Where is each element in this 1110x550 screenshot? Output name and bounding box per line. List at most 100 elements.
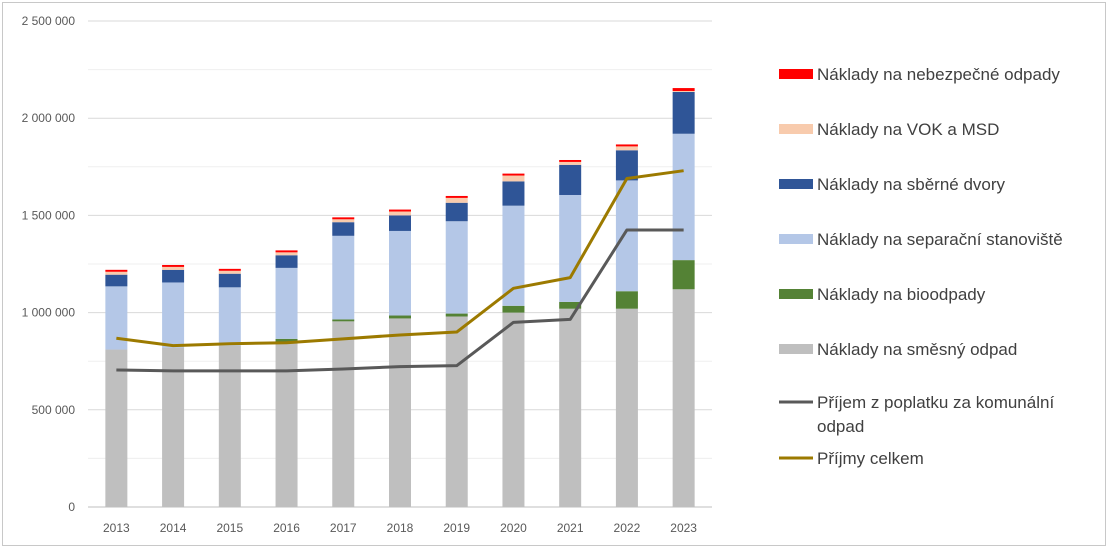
bars-layer <box>105 88 695 507</box>
x-tick-label: 2020 <box>500 521 527 535</box>
bar-segment <box>218 268 241 271</box>
y-tick-label: 0 <box>68 500 75 514</box>
legend-label: Náklady na sběrné dvory <box>817 175 1006 194</box>
bar-segment <box>672 91 695 134</box>
bar-segment <box>445 221 468 314</box>
bar-segment <box>275 341 298 507</box>
bar-segment <box>275 250 298 253</box>
y-tick-label: 500 000 <box>32 403 76 417</box>
bar-segment <box>332 321 355 507</box>
bar-segment <box>559 159 582 162</box>
x-tick-label: 2017 <box>330 521 357 535</box>
legend-label: Náklady na směsný odpad <box>817 340 1017 359</box>
bar-segment <box>162 282 185 348</box>
legend-label: Náklady na separační stanoviště <box>817 230 1063 249</box>
x-tick-label: 2019 <box>443 521 470 535</box>
bar-segment <box>445 197 468 203</box>
bar-segment <box>672 90 695 92</box>
x-tick-label: 2015 <box>216 521 243 535</box>
bar-segment <box>502 312 525 507</box>
bar-segment <box>332 217 355 220</box>
lines-layer <box>116 169 684 373</box>
bar-segment <box>162 269 185 283</box>
x-tick-label: 2016 <box>273 521 300 535</box>
series-line <box>116 169 684 348</box>
bar-segment <box>218 345 241 507</box>
legend-label: Příjem z poplatku za komunální <box>817 393 1054 412</box>
legend-swatch <box>779 124 813 134</box>
bar-segment <box>502 205 525 306</box>
bar-segment <box>445 195 468 198</box>
bar-segment <box>389 215 411 231</box>
bar-segment <box>672 88 695 91</box>
legend-label: Náklady na nebezpečné odpady <box>817 65 1060 84</box>
legend-swatch <box>779 69 813 79</box>
bar-segment <box>275 252 298 256</box>
legend-label: Náklady na bioodpady <box>817 285 986 304</box>
y-tick-label: 1 500 000 <box>22 208 76 222</box>
bar-segment <box>218 273 241 288</box>
bar-segment <box>615 146 638 151</box>
bar-segment <box>389 230 411 316</box>
bar-segment <box>218 270 241 274</box>
legend-swatch <box>779 289 813 299</box>
bar-segment <box>445 202 468 222</box>
bar-segment <box>275 267 298 339</box>
bar-segment <box>105 286 128 350</box>
legend-label: Příjmy celkem <box>817 449 924 468</box>
bar-segment <box>615 144 638 147</box>
bar-segment <box>615 308 638 507</box>
legend-swatch <box>779 344 813 354</box>
bar-segment <box>389 315 411 319</box>
legend-swatch <box>779 234 813 244</box>
bar-segment <box>105 269 128 272</box>
bar-segment <box>672 133 695 261</box>
bar-segment <box>502 305 525 313</box>
x-tick-label: 2021 <box>557 521 584 535</box>
bar-segment <box>105 271 128 275</box>
legend-swatch <box>779 179 813 189</box>
bar-segment <box>389 209 411 212</box>
bar-segment <box>162 347 185 507</box>
bar-segment <box>672 260 695 290</box>
bar-segment <box>445 316 468 507</box>
bar-segment <box>502 175 525 182</box>
bar-segment <box>559 194 582 302</box>
bar-segment <box>445 313 468 317</box>
bar-segment <box>615 150 638 181</box>
bar-segment <box>332 319 355 322</box>
bar-segment <box>105 349 128 507</box>
legend-label: Náklady na VOK a MSD <box>817 120 999 139</box>
series-line <box>116 228 684 373</box>
bar-segment <box>162 266 185 270</box>
bar-segment <box>332 235 355 320</box>
bar-segment <box>275 338 298 342</box>
bar-segment <box>275 255 298 268</box>
bar-segment <box>559 164 582 195</box>
x-tick-label: 2023 <box>670 521 697 535</box>
y-tick-label: 2 000 000 <box>22 111 76 125</box>
x-tick-label: 2014 <box>160 521 187 535</box>
bar-segment <box>332 219 355 223</box>
bar-segment <box>559 301 582 309</box>
bar-segment <box>615 180 638 292</box>
grid-layer <box>88 20 712 459</box>
y-tick-label: 2 500 000 <box>22 14 76 28</box>
bar-segment <box>559 308 582 507</box>
bar-segment <box>162 264 185 267</box>
bar-segment <box>389 318 411 507</box>
bar-segment <box>672 289 695 507</box>
y-tick-label: 1 000 000 <box>22 306 76 320</box>
x-tick-label: 2013 <box>103 521 130 535</box>
bar-segment <box>559 161 582 165</box>
bar-segment <box>502 173 525 176</box>
x-tick-label: 2018 <box>387 521 414 535</box>
bar-segment <box>615 291 638 309</box>
legend-label: odpad <box>817 417 864 436</box>
bar-segment <box>389 211 411 216</box>
bar-segment <box>332 222 355 236</box>
bar-segment <box>502 181 525 206</box>
legend: Náklady na nebezpečné odpady Náklady na V… <box>779 65 1063 468</box>
